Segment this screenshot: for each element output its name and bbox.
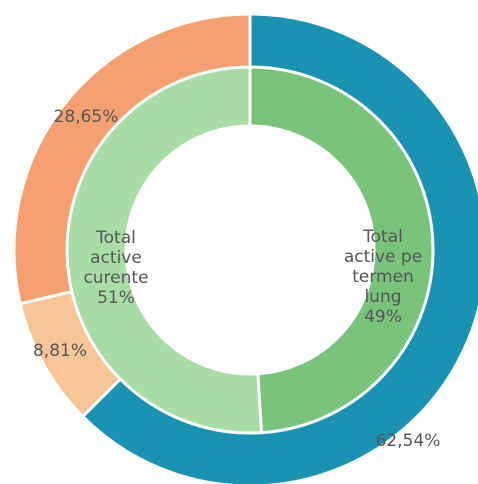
inner-ring-label-1: Total active curente 51%: [83, 228, 148, 308]
inner-ring-label-line: curente: [83, 268, 148, 288]
inner-ring-label-line: active: [90, 248, 142, 268]
inner-ring-label-line: active pe: [344, 247, 422, 267]
inner-ring-label-line: Total: [362, 227, 403, 247]
inner-ring-label-line: Total: [95, 228, 136, 248]
inner-ring-label-line: 51%: [97, 288, 135, 308]
outer-ring-label-1: 8,81%: [33, 341, 87, 361]
inner-ring-label-0: Total active pe termen lung 49%: [344, 227, 422, 327]
inner-ring: [65, 65, 435, 435]
outer-ring-label-0: 62,54%: [376, 431, 441, 451]
inner-ring-label-line: termen: [352, 267, 414, 287]
inner-ring-label-line: 49%: [364, 307, 402, 327]
inner-ring-slice-0: [248, 65, 435, 435]
chart-labels: 62,54%8,81%28,65%Total active pe termen lun…: [33, 107, 440, 451]
inner-ring-slice-1: [65, 65, 264, 435]
outer-ring-label-2: 28,65%: [54, 107, 119, 127]
inner-ring-label-line: lung: [364, 287, 401, 307]
